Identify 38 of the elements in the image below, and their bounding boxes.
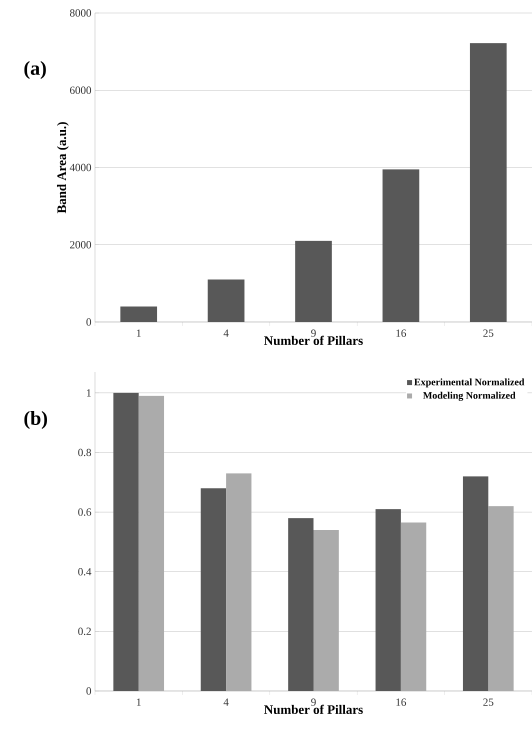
y-tick-label: 6000 bbox=[70, 86, 92, 94]
x-tick-label: 25 bbox=[483, 330, 494, 337]
x-tick-label: 16 bbox=[396, 698, 406, 706]
y-tick-label: 0.6 bbox=[78, 508, 92, 516]
x-tick-label: 4 bbox=[224, 698, 229, 706]
bar bbox=[120, 306, 158, 322]
x-axis-title: Number of Pillars bbox=[264, 704, 363, 714]
legend-label: Modeling Normalized bbox=[423, 392, 516, 401]
x-tick-label: 9 bbox=[311, 698, 316, 706]
bar bbox=[208, 280, 244, 322]
x-tick-label: 4 bbox=[224, 330, 229, 337]
y-axis-title: Band Area (a.u.) bbox=[56, 122, 69, 214]
y-tick-label: 0 bbox=[86, 318, 92, 326]
y-tick-label: 1 bbox=[86, 389, 91, 396]
y-tick-label: 8000 bbox=[70, 9, 92, 17]
text: (b) bbox=[24, 410, 47, 430]
y-tick-label: 4000 bbox=[70, 164, 92, 172]
x-axis-title: Number of Pillars bbox=[264, 336, 363, 345]
bar bbox=[470, 43, 507, 322]
x-tick-label: 25 bbox=[483, 698, 494, 706]
x-tick-label: 1 bbox=[136, 330, 141, 337]
x-tick-label: 9 bbox=[311, 330, 316, 337]
bar bbox=[288, 518, 314, 691]
bar bbox=[200, 488, 226, 691]
y-tick-label: 0.4 bbox=[78, 568, 92, 576]
y-tick-label: 0 bbox=[86, 687, 92, 695]
y-tick-label: 0.2 bbox=[78, 628, 91, 636]
bar bbox=[295, 240, 332, 322]
legend-label: Experimental Normalized bbox=[414, 378, 524, 388]
x-tick-label: 1 bbox=[136, 698, 141, 706]
y-tick-label: 2000 bbox=[70, 241, 92, 248]
y-tick-label: 0.8 bbox=[78, 448, 92, 456]
bar bbox=[462, 476, 488, 691]
bar bbox=[382, 169, 420, 322]
bar bbox=[113, 392, 139, 691]
x-tick-label: 16 bbox=[396, 330, 406, 337]
text: (a) bbox=[24, 60, 46, 80]
bar bbox=[376, 509, 401, 691]
